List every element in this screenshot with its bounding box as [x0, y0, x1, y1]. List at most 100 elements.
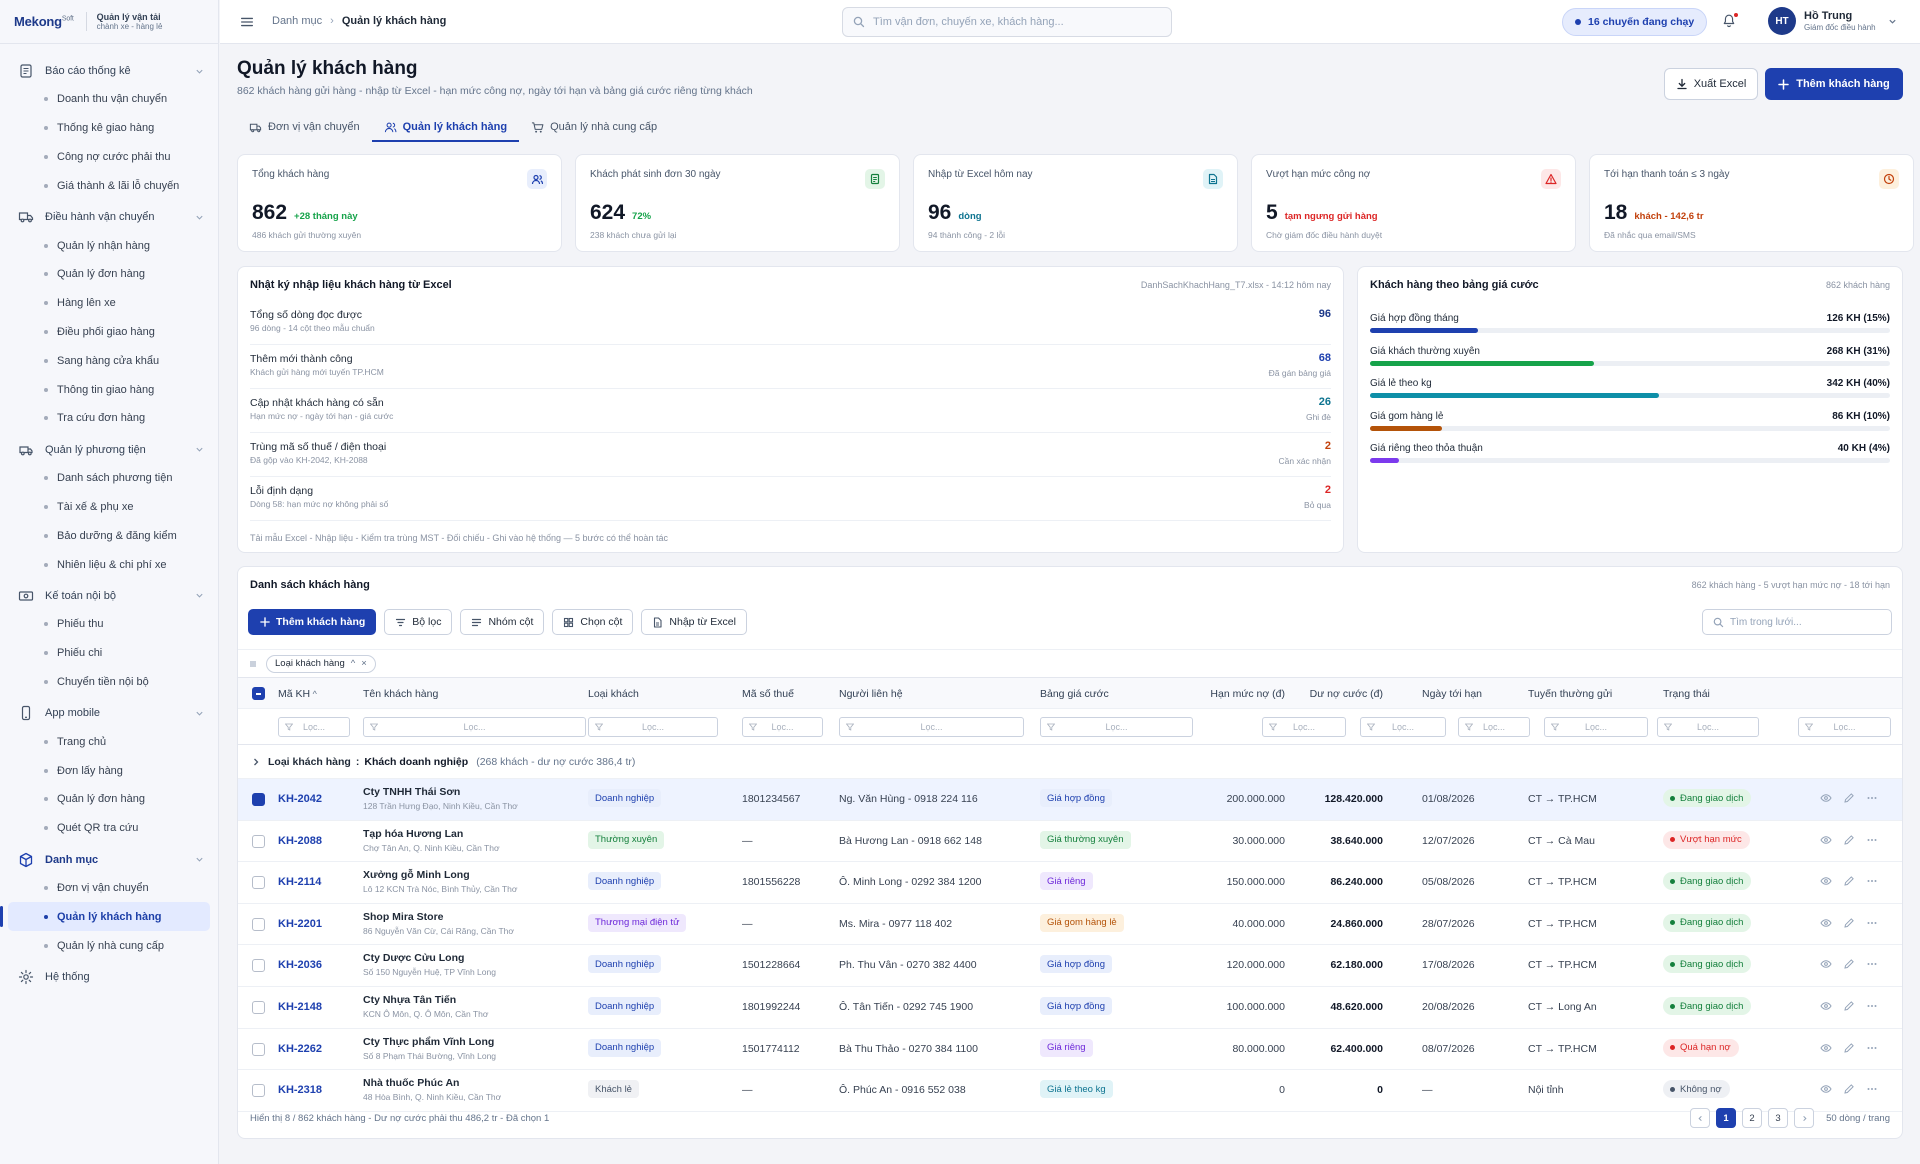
- column-header[interactable]: Bảng giá cước: [1040, 688, 1109, 700]
- column-filter-input[interactable]: Lọc...: [742, 717, 823, 737]
- table-row[interactable]: KH-2114 Xưởng gỗ Minh Long Lô 12 KCN Trà N…: [238, 862, 1902, 904]
- edit-icon[interactable]: [1843, 875, 1855, 887]
- add-customer-button[interactable]: Thêm khách hàng: [1765, 68, 1903, 100]
- customer-code[interactable]: KH-2262: [278, 1042, 323, 1055]
- sidebar-item[interactable]: Phiếu thu: [0, 610, 218, 639]
- edit-icon[interactable]: [1843, 792, 1855, 804]
- chevron-right-icon[interactable]: [252, 758, 260, 766]
- edit-icon[interactable]: [1843, 958, 1855, 970]
- breadcrumb-parent[interactable]: Danh mục: [272, 15, 323, 27]
- customer-code[interactable]: KH-2042: [278, 793, 323, 805]
- sort-asc-icon[interactable]: ^: [310, 689, 317, 699]
- sidebar-item[interactable]: Bảo dưỡng & đăng kiểm: [0, 521, 218, 550]
- sidebar-item[interactable]: Thống kê giao hàng: [0, 114, 218, 143]
- customer-code[interactable]: KH-2036: [278, 959, 323, 972]
- sidebar-item[interactable]: Tài xế & phụ xe: [0, 493, 218, 522]
- logo[interactable]: MekongSoft: [14, 14, 74, 29]
- edit-icon[interactable]: [1843, 1000, 1855, 1012]
- sidebar-group-4[interactable]: App mobile: [0, 699, 218, 727]
- grid-search-input[interactable]: Tìm trong lưới...: [1702, 609, 1892, 635]
- column-filter-input[interactable]: Lọc...: [1360, 717, 1446, 737]
- sidebar-item[interactable]: Quản lý nhà cung cấp: [0, 931, 218, 960]
- sidebar-item[interactable]: Tra cứu đơn hàng: [0, 404, 218, 433]
- tab-suppliers[interactable]: Quản lý nhà cung cấp: [519, 112, 669, 142]
- menu-icon[interactable]: [238, 13, 256, 31]
- column-header[interactable]: Hạn mức nợ (đ): [1210, 688, 1285, 700]
- column-filter-input[interactable]: Lọc...: [1798, 717, 1891, 737]
- add-customer-grid-button[interactable]: Thêm khách hàng: [248, 609, 377, 635]
- running-trips-badge[interactable]: 16 chuyến đang chạy: [1562, 8, 1708, 36]
- column-filter-input[interactable]: Lọc...: [1262, 717, 1346, 737]
- bell-icon[interactable]: [1720, 12, 1739, 30]
- select-all-checkbox[interactable]: [252, 687, 265, 700]
- sidebar-item[interactable]: Đơn vị vận chuyển: [0, 874, 218, 903]
- eye-icon[interactable]: [1820, 1000, 1832, 1012]
- sidebar-item[interactable]: Danh sách phương tiện: [0, 464, 218, 493]
- per-page-select[interactable]: 50 dòng / trang: [1826, 1112, 1890, 1124]
- customer-code[interactable]: KH-2201: [278, 917, 323, 930]
- prev-page-button[interactable]: [1690, 1108, 1711, 1128]
- sidebar-group-3[interactable]: Kế toán nội bộ: [0, 582, 218, 610]
- more-icon[interactable]: [1866, 834, 1878, 846]
- column-header[interactable]: Ngày tới hạn: [1422, 688, 1483, 700]
- table-row[interactable]: KH-2088 Tạp hóa Hương Lan Chợ Tân An, Q. N…: [238, 821, 1902, 863]
- eye-icon[interactable]: [1820, 958, 1832, 970]
- sidebar-item[interactable]: Quản lý đơn hàng: [0, 260, 218, 289]
- table-row[interactable]: KH-2262 Cty Thực phẩm Vĩnh Long Số 8 Phạm …: [238, 1029, 1902, 1071]
- more-icon[interactable]: [1866, 917, 1878, 929]
- eye-icon[interactable]: [1820, 792, 1832, 804]
- more-icon[interactable]: [1866, 958, 1878, 970]
- page-button[interactable]: 1: [1716, 1108, 1737, 1128]
- user-menu[interactable]: HT Hồ Trung Giám đốc điều hành: [1768, 7, 1897, 35]
- eye-icon[interactable]: [1820, 1083, 1832, 1095]
- column-header[interactable]: Loại khách: [588, 688, 639, 700]
- column-filter-input[interactable]: Lọc...: [1040, 717, 1193, 737]
- column-filter-input[interactable]: Lọc...: [588, 717, 718, 737]
- sidebar-group-5[interactable]: Danh mục: [0, 846, 218, 874]
- sidebar-item[interactable]: Quản lý đơn hàng: [0, 785, 218, 814]
- eye-icon[interactable]: [1820, 917, 1832, 929]
- table-row[interactable]: KH-2042 Cty TNHH Thái Sơn 128 Trần Hưng Đạ…: [238, 779, 1902, 821]
- sidebar-item[interactable]: Quản lý khách hàng: [0, 902, 210, 932]
- edit-icon[interactable]: [1843, 1083, 1855, 1095]
- next-page-button[interactable]: [1794, 1108, 1815, 1128]
- import-excel-button[interactable]: Nhập từ Excel: [641, 609, 747, 635]
- sidebar-item[interactable]: Phiếu chi: [0, 639, 218, 668]
- sidebar-group-2[interactable]: Quản lý phương tiện: [0, 436, 218, 464]
- row-checkbox[interactable]: [252, 834, 265, 848]
- row-checkbox[interactable]: [252, 959, 265, 973]
- column-filter-input[interactable]: Lọc...: [278, 717, 350, 737]
- customer-code[interactable]: KH-2114: [278, 876, 322, 889]
- eye-icon[interactable]: [1820, 834, 1832, 846]
- sidebar-item[interactable]: Quản lý nhận hàng: [0, 231, 218, 260]
- table-row[interactable]: KH-2148 Cty Nhựa Tân Tiến KCN Ô Môn, Q. Ô …: [238, 987, 1902, 1029]
- tab-customers[interactable]: Quản lý khách hàng: [371, 112, 520, 142]
- sidebar-group-6[interactable]: Hệ thống: [0, 963, 218, 991]
- sidebar-item[interactable]: Trang chủ: [0, 727, 218, 756]
- more-icon[interactable]: [1866, 875, 1878, 887]
- edit-icon[interactable]: [1843, 917, 1855, 929]
- sidebar-item[interactable]: Nhiên liệu & chi phí xe: [0, 550, 218, 579]
- sidebar-item[interactable]: Quét QR tra cứu: [0, 814, 218, 843]
- table-row[interactable]: KH-2036 Cty Dược Cửu Long Số 150 Nguyễn Hu…: [238, 945, 1902, 987]
- sidebar-item[interactable]: Hàng lên xe: [0, 289, 218, 318]
- more-icon[interactable]: [1866, 1000, 1878, 1012]
- page-button[interactable]: 2: [1742, 1108, 1763, 1128]
- row-checkbox[interactable]: [252, 1084, 265, 1098]
- column-filter-input[interactable]: Lọc...: [839, 717, 1024, 737]
- group-chip[interactable]: Loại khách hàng ^ ×: [266, 654, 376, 673]
- column-filter-input[interactable]: Lọc...: [1544, 717, 1648, 737]
- row-checkbox[interactable]: [252, 917, 265, 931]
- column-header[interactable]: Dư nợ cước (đ): [1309, 688, 1383, 700]
- sidebar-item[interactable]: Chuyển tiền nội bộ: [0, 668, 218, 697]
- sidebar-group-1[interactable]: Điều hành vận chuyển: [0, 203, 218, 231]
- customer-code[interactable]: KH-2148: [278, 1001, 323, 1013]
- column-filter-input[interactable]: Lọc...: [363, 717, 586, 737]
- sidebar-item[interactable]: Thông tin giao hàng: [0, 375, 218, 404]
- column-filter-input[interactable]: Lọc...: [1458, 717, 1530, 737]
- sidebar-item[interactable]: Công nợ cước phải thu: [0, 143, 218, 172]
- filter-button[interactable]: Bộ lọc: [384, 609, 453, 635]
- customer-code[interactable]: KH-2088: [278, 834, 323, 847]
- sidebar-item[interactable]: Giá thành & lãi lỗ chuyến: [0, 171, 218, 200]
- column-header[interactable]: Tuyến thường gửi: [1528, 688, 1613, 700]
